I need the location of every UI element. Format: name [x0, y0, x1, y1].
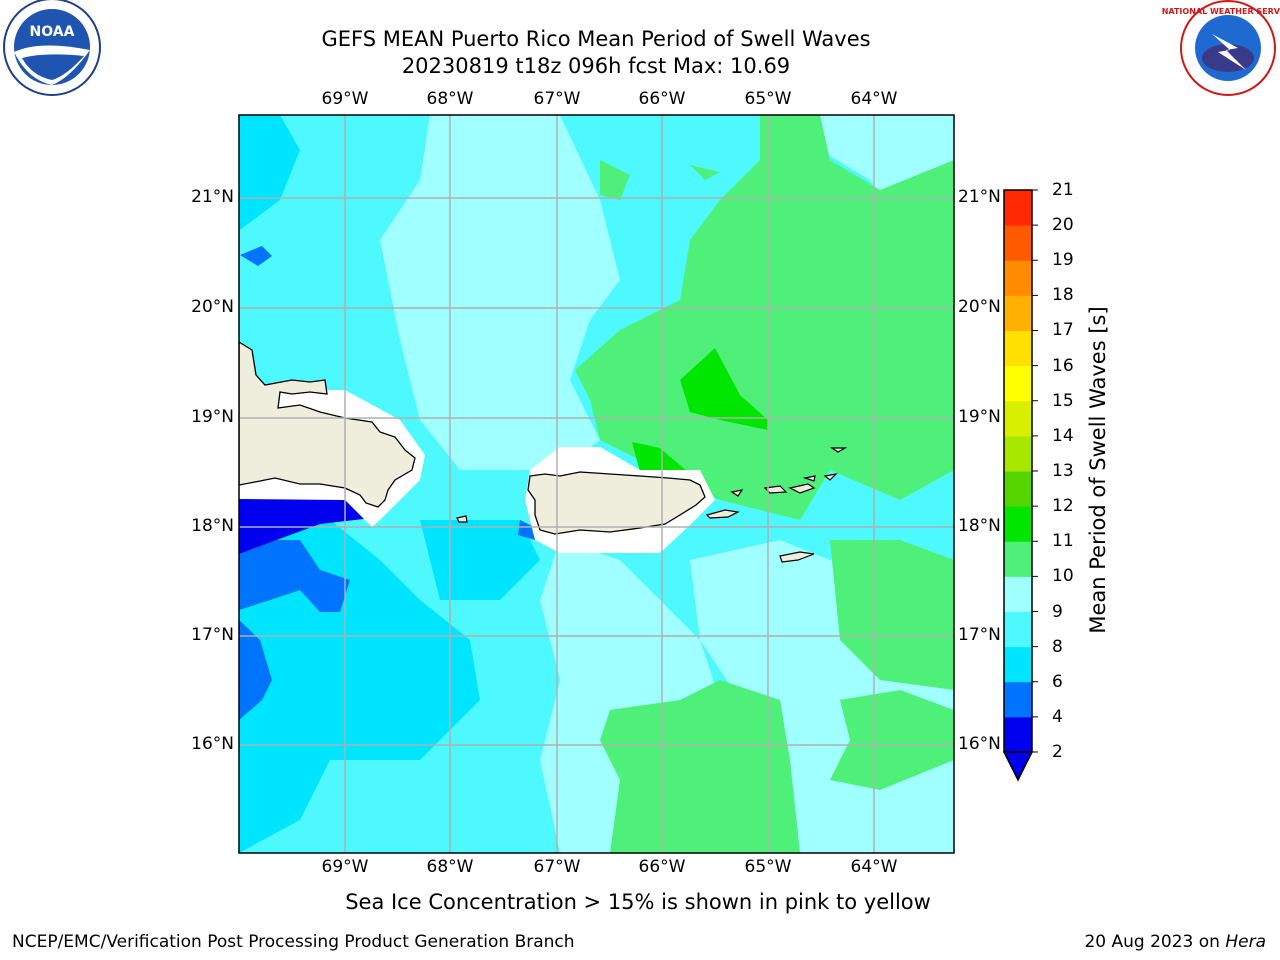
colorbar-segment: [1004, 716, 1032, 753]
lat-label-right: 17°N: [958, 625, 1001, 645]
lon-label-top: 64°W: [850, 89, 898, 109]
chart-title: GEFS MEAN Puerto Rico Mean Period of Swe…: [321, 27, 871, 51]
colorbar-segment: [1004, 681, 1032, 718]
colorbar-tick: 21: [1052, 180, 1074, 200]
lat-label-right: 19°N: [958, 407, 1001, 427]
colorbar-tick: 12: [1052, 496, 1074, 516]
colorbar-segment: [1004, 541, 1032, 577]
lat-label-right: 20°N: [958, 297, 1001, 317]
colorbar-segment: [1004, 190, 1032, 226]
lat-label-left: 16°N: [191, 734, 234, 754]
lon-label-bottom: 65°W: [744, 857, 792, 877]
footer-credit: NCEP/EMC/Verification Post Processing Pr…: [12, 932, 575, 952]
colorbar-segment: [1004, 611, 1032, 648]
lat-label-right: 21°N: [958, 187, 1001, 207]
colorbar-tick: 4: [1052, 707, 1063, 727]
colorbar-extend-min: [1002, 751, 1034, 782]
lon-label-bottom: 67°W: [533, 857, 581, 877]
lon-label-bottom: 69°W: [321, 857, 369, 877]
lat-label-left: 17°N: [191, 625, 234, 645]
colorbar-tick: 18: [1052, 285, 1074, 305]
colorbar-segment: [1004, 506, 1032, 542]
colorbar-tick: 13: [1052, 461, 1074, 481]
colorbar-label: Mean Period of Swell Waves [s]: [1086, 306, 1110, 634]
colorbar: [1002, 189, 1038, 782]
footer-date: 20 Aug 2023 on Hera: [1084, 932, 1266, 952]
lat-label-left: 19°N: [191, 407, 234, 427]
svg-text:NOAA: NOAA: [30, 24, 75, 40]
lat-label-left: 18°N: [191, 516, 234, 536]
colorbar-tick: 10: [1052, 566, 1074, 586]
colorbar-segment: [1004, 646, 1032, 683]
lon-label-top: 65°W: [744, 89, 792, 109]
lon-label-bottom: 68°W: [426, 857, 474, 877]
svg-text:NATIONAL WEATHER SERVICE: NATIONAL WEATHER SERVICE: [1162, 7, 1280, 16]
colorbar-tick: 20: [1052, 215, 1074, 235]
lat-label-right: 18°N: [958, 516, 1001, 536]
lon-label-top: 68°W: [426, 89, 474, 109]
lon-label-top: 69°W: [321, 89, 369, 109]
colorbar-segment: [1004, 471, 1032, 507]
chart-subtitle: 20230819 t18z 096h fcst Max: 10.69: [401, 54, 791, 78]
colorbar-tick: 11: [1052, 531, 1074, 551]
colorbar-tick: 6: [1052, 672, 1063, 692]
colorbar-tick: 17: [1052, 320, 1074, 340]
colorbar-tick: 19: [1052, 250, 1074, 270]
colorbar-segment: [1004, 435, 1032, 472]
sea-ice-note: Sea Ice Concentration > 15% is shown in …: [345, 890, 931, 914]
colorbar-tick: 8: [1052, 637, 1063, 657]
lat-label-left: 20°N: [191, 297, 234, 317]
lat-label-left: 21°N: [191, 187, 234, 207]
colorbar-tick: 15: [1052, 391, 1074, 411]
lon-label-top: 66°W: [638, 89, 686, 109]
colorbar-tick: 16: [1052, 356, 1074, 376]
lon-label-bottom: 66°W: [638, 857, 686, 877]
map-frame: [238, 114, 955, 854]
colorbar-segment: [1004, 576, 1032, 612]
colorbar-tick: 2: [1052, 742, 1063, 762]
colorbar-segment: [1004, 330, 1032, 367]
colorbar-tick: 9: [1052, 602, 1063, 622]
nws-logo: NATIONAL WEATHER SERVICE: [1162, 0, 1280, 96]
colorbar-segment: [1004, 365, 1032, 402]
footer-machine: Hera: [1225, 932, 1266, 952]
lat-label-right: 16°N: [958, 734, 1001, 754]
colorbar-segment: [1004, 260, 1032, 296]
noaa-logo: NOAA: [3, 0, 101, 96]
colorbar-segment: [1004, 295, 1032, 331]
colorbar-segment: [1004, 400, 1032, 437]
colorbar-segment: [1004, 225, 1032, 261]
lon-label-bottom: 64°W: [850, 857, 898, 877]
lon-label-top: 67°W: [533, 89, 581, 109]
colorbar-tick: 14: [1052, 426, 1074, 446]
footer-date-text: 20 Aug 2023 on: [1084, 932, 1226, 952]
swell-period-field: [239, 115, 954, 853]
